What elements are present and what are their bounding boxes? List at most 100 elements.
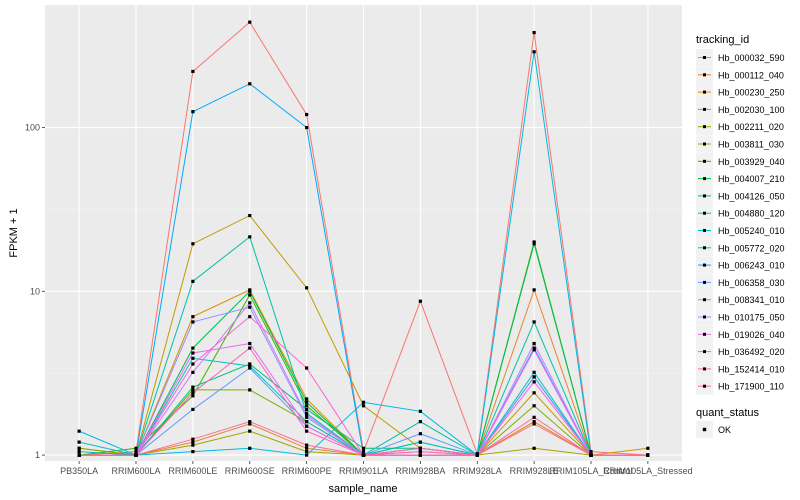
data-point bbox=[248, 388, 252, 392]
data-point bbox=[191, 443, 195, 447]
data-point bbox=[191, 407, 195, 412]
legend-label: Hb_171900_110 bbox=[718, 382, 784, 392]
legend-key-point bbox=[703, 384, 706, 388]
data-point bbox=[532, 370, 536, 374]
data-point bbox=[305, 112, 309, 117]
legend-key-point bbox=[703, 56, 706, 59]
legend-key-point bbox=[703, 315, 706, 319]
data-point bbox=[305, 446, 309, 450]
y-tick-marks bbox=[42, 127, 45, 456]
legend-items: Hb_000032_590 Hb_000112_040 Hb_000230_250 H… bbox=[696, 49, 785, 395]
y-axis-title: FPKM + 1 bbox=[8, 208, 20, 257]
data-point bbox=[305, 413, 309, 417]
data-point bbox=[305, 366, 309, 370]
legend-label: Hb_019026_040 bbox=[718, 330, 785, 340]
data-point bbox=[418, 409, 422, 413]
data-point bbox=[248, 82, 252, 86]
data-point bbox=[532, 375, 536, 379]
legend-key-point bbox=[703, 125, 706, 129]
legend-title: tracking_id bbox=[696, 34, 749, 46]
data-point bbox=[77, 429, 81, 433]
data-point bbox=[532, 404, 536, 408]
major-gridlines-x bbox=[78, 5, 649, 461]
x-tick-label: RRIM600LA bbox=[111, 466, 160, 476]
data-point bbox=[191, 440, 195, 444]
data-point bbox=[418, 432, 422, 436]
y-tick-label: 100 bbox=[25, 123, 40, 133]
data-point bbox=[191, 356, 195, 360]
data-point bbox=[134, 446, 138, 450]
data-point bbox=[77, 446, 81, 450]
legend-key-point bbox=[703, 211, 706, 215]
data-point bbox=[191, 315, 195, 319]
data-point bbox=[532, 30, 536, 35]
legend-label: Hb_000112_040 bbox=[718, 70, 784, 80]
data-point bbox=[532, 380, 536, 384]
data-point bbox=[191, 346, 195, 350]
legend-label: Hb_003811_030 bbox=[718, 140, 784, 150]
legend-label: Hb_006243_010 bbox=[718, 261, 785, 271]
data-point bbox=[361, 449, 366, 454]
legend-label: Hb_002211_020 bbox=[718, 122, 784, 132]
data-point bbox=[248, 420, 252, 424]
legend-shape-items: OK bbox=[696, 421, 731, 438]
data-point bbox=[532, 422, 536, 426]
x-tick-label: RRIM105LA_Stressed bbox=[603, 466, 693, 476]
legend-label: Hb_005772_020 bbox=[718, 243, 785, 253]
legend-key-point bbox=[703, 142, 706, 146]
data-point bbox=[361, 404, 366, 408]
x-tick-label: RRIM105LA_Control bbox=[549, 466, 632, 476]
legend: tracking_id Hb_000032_590Hb_000112_040Hb… bbox=[696, 34, 785, 438]
data-point bbox=[305, 125, 309, 130]
legend-key-point bbox=[703, 246, 706, 250]
legend-label: Hb_036492_020 bbox=[718, 347, 785, 357]
data-point bbox=[305, 411, 309, 415]
data-point bbox=[418, 420, 422, 424]
data-point bbox=[646, 453, 650, 457]
data-point bbox=[191, 394, 195, 398]
x-tick-label: RRIM928LA bbox=[453, 466, 502, 476]
data-point bbox=[361, 453, 366, 457]
data-point bbox=[532, 341, 536, 346]
x-tick-label: RRIM600PE bbox=[282, 466, 332, 476]
data-point bbox=[77, 453, 81, 457]
data-point bbox=[475, 453, 479, 457]
data-point bbox=[248, 20, 252, 24]
x-axis-title: sample_name bbox=[328, 483, 397, 495]
legend-label: Hb_003929_040 bbox=[718, 157, 785, 167]
data-point bbox=[305, 449, 309, 454]
legend-key-point bbox=[703, 298, 706, 302]
data-point bbox=[532, 415, 536, 419]
legend-shape-point bbox=[702, 427, 707, 432]
data-point bbox=[191, 370, 195, 374]
data-point bbox=[305, 429, 309, 433]
data-point bbox=[191, 391, 195, 395]
data-point bbox=[532, 391, 536, 395]
data-point bbox=[532, 240, 536, 244]
data-point bbox=[305, 420, 309, 424]
legend-key-point bbox=[703, 332, 706, 336]
data-point bbox=[305, 407, 309, 412]
data-point bbox=[532, 50, 536, 54]
data-point bbox=[248, 364, 252, 368]
legend-key-point bbox=[703, 73, 706, 77]
data-point bbox=[361, 400, 366, 404]
data-point bbox=[248, 235, 252, 239]
x-tick-label: RRIM901LA bbox=[339, 466, 388, 476]
legend-label: Hb_004880_120 bbox=[718, 209, 785, 219]
data-point bbox=[77, 440, 81, 444]
x-tick-label: PB350LA bbox=[60, 466, 98, 476]
legend-label: Hb_152414_010 bbox=[718, 364, 785, 374]
data-point bbox=[248, 429, 252, 433]
data-point bbox=[418, 449, 422, 454]
data-point bbox=[191, 110, 195, 114]
y-tick-label: 10 bbox=[30, 286, 40, 296]
x-tick-labels: PB350LA RRIM600LA RRIM600LE RRIM600SE RRIM60… bbox=[60, 466, 693, 476]
legend-label: Hb_010175_050 bbox=[718, 313, 785, 323]
data-point bbox=[191, 362, 195, 366]
legend-key-point bbox=[703, 107, 706, 111]
data-point bbox=[134, 449, 138, 454]
legend-key-point bbox=[703, 280, 706, 284]
data-point bbox=[248, 289, 252, 293]
